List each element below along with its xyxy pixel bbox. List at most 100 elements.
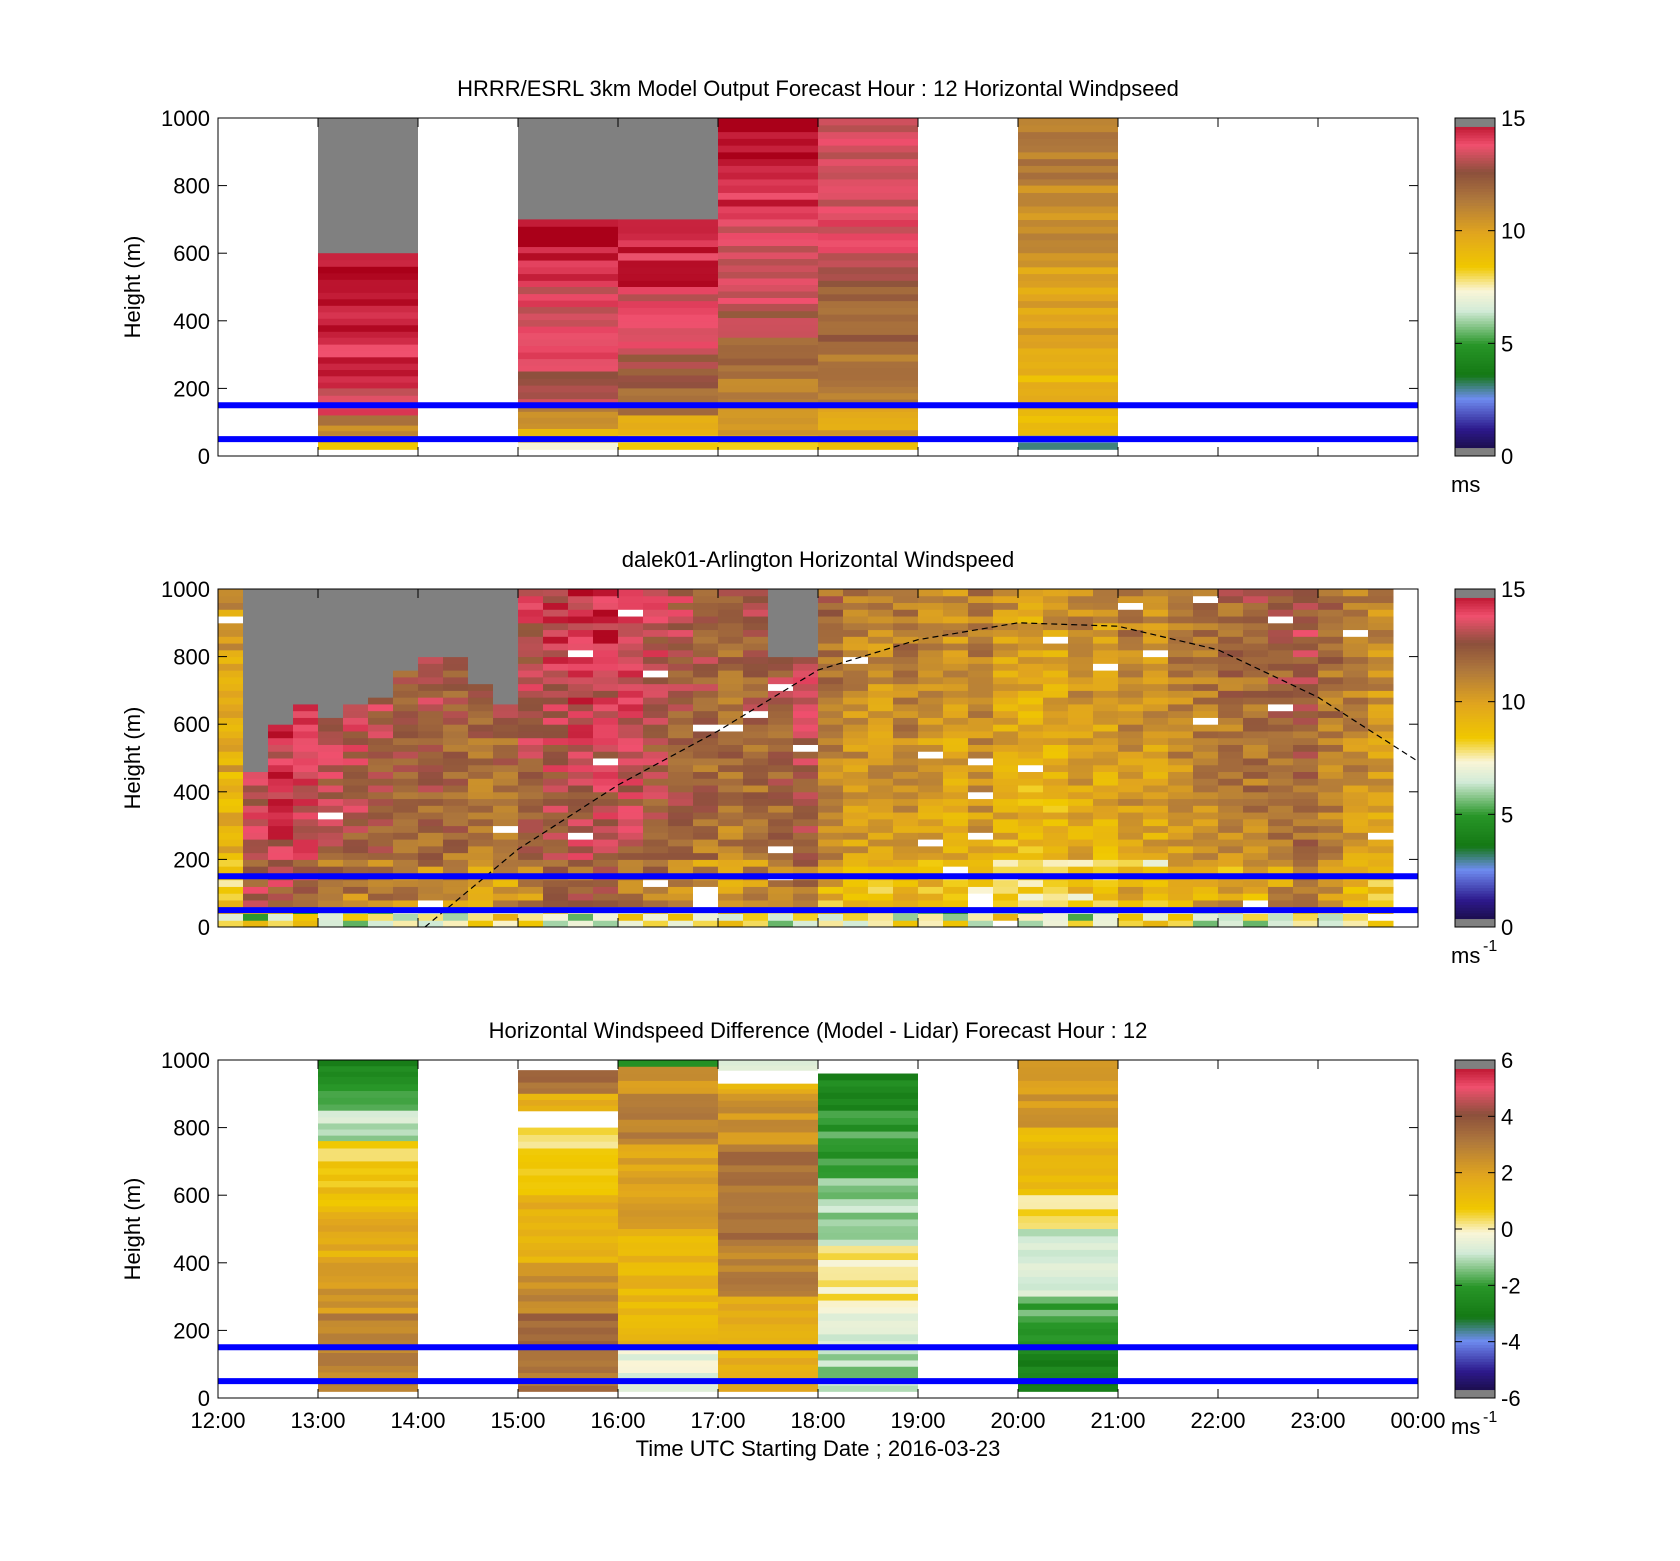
heatmap-cell bbox=[1143, 893, 1169, 901]
heatmap-cell bbox=[343, 791, 369, 800]
heatmap-cell bbox=[568, 859, 594, 867]
heatmap-cell bbox=[968, 913, 994, 921]
heatmap-cell bbox=[1068, 778, 1094, 786]
heatmap-cell bbox=[318, 324, 418, 332]
heatmap-cell bbox=[918, 683, 944, 691]
heatmap-cell bbox=[1018, 266, 1118, 275]
heatmap-cell bbox=[493, 724, 519, 732]
heatmap-cell bbox=[268, 683, 294, 691]
heatmap-cell bbox=[393, 818, 419, 827]
heatmap-cell bbox=[1168, 616, 1194, 624]
heatmap-cell bbox=[868, 602, 894, 610]
heatmap-cell bbox=[593, 751, 619, 759]
colorbar-swatch bbox=[1455, 631, 1495, 635]
heatmap-cell bbox=[418, 622, 444, 631]
heatmap-cell bbox=[293, 839, 319, 847]
colorbar-swatch bbox=[1455, 786, 1495, 790]
heatmap-cell bbox=[818, 690, 844, 698]
heatmap-cell bbox=[743, 737, 769, 745]
heatmap-cell bbox=[768, 622, 794, 631]
heatmap-cell bbox=[1043, 730, 1069, 739]
heatmap-cell bbox=[593, 737, 619, 745]
heatmap-cell bbox=[1293, 609, 1319, 617]
heatmap-cell bbox=[1318, 832, 1344, 840]
heatmap-cell bbox=[843, 798, 869, 806]
heatmap-cell bbox=[1093, 805, 1119, 813]
heatmap-cell bbox=[1318, 920, 1344, 928]
heatmap-cell bbox=[768, 886, 794, 894]
colorbar-swatch bbox=[1455, 673, 1495, 677]
heatmap-cell bbox=[543, 744, 569, 752]
colorbar-swatch bbox=[1455, 625, 1495, 629]
heatmap-cell bbox=[1343, 886, 1369, 894]
heatmap-cell bbox=[618, 1119, 718, 1127]
colorbar-swatch bbox=[1455, 1313, 1495, 1317]
heatmap-cell bbox=[393, 859, 419, 867]
heatmap-cell bbox=[1243, 805, 1269, 813]
heatmap-cell bbox=[843, 703, 869, 712]
heatmap-cell bbox=[243, 886, 269, 894]
heatmap-cell bbox=[268, 852, 294, 860]
heatmap-cell bbox=[1143, 791, 1169, 800]
colorbar-swatch bbox=[1455, 1203, 1495, 1207]
heatmap-cell bbox=[943, 622, 969, 631]
heatmap-cell bbox=[718, 238, 818, 246]
heatmap-cell bbox=[1218, 785, 1244, 793]
heatmap-cell bbox=[718, 192, 818, 200]
heatmap-cell bbox=[643, 758, 669, 766]
heatmap-cell bbox=[1368, 676, 1394, 685]
colorbar-swatch bbox=[1455, 881, 1495, 886]
lidar-profile bbox=[418, 589, 444, 928]
heatmap-cell bbox=[643, 717, 669, 725]
heatmap-cell bbox=[1018, 165, 1118, 173]
heatmap-cell bbox=[1093, 656, 1119, 664]
heatmap-cell bbox=[1268, 643, 1294, 651]
heatmap-cell bbox=[1318, 812, 1344, 820]
colorbar-swatch bbox=[1455, 1321, 1495, 1326]
heatmap-cell bbox=[443, 920, 469, 928]
heatmap-cell bbox=[918, 616, 944, 624]
colorbar-swatch bbox=[1455, 1074, 1495, 1078]
heatmap-cell bbox=[393, 913, 419, 921]
heatmap-cell bbox=[368, 717, 394, 725]
heatmap-cell bbox=[618, 595, 644, 604]
colorbar-swatch bbox=[1455, 329, 1495, 333]
heatmap-cell bbox=[393, 683, 419, 691]
heatmap-cell bbox=[368, 879, 394, 887]
heatmap-cell bbox=[518, 1076, 618, 1083]
heatmap-cell bbox=[793, 744, 819, 752]
heatmap-cell bbox=[743, 744, 769, 752]
heatmap-cell bbox=[793, 649, 819, 658]
heatmap-cell bbox=[793, 616, 819, 624]
heatmap-cell bbox=[1093, 778, 1119, 786]
heatmap-cell bbox=[1143, 778, 1169, 786]
heatmap-cell bbox=[518, 385, 618, 393]
heatmap-cell bbox=[1068, 866, 1094, 874]
heatmap-cell bbox=[868, 656, 894, 664]
heatmap-cell bbox=[318, 1339, 418, 1347]
heatmap-cell bbox=[768, 616, 794, 624]
heatmap-cell bbox=[718, 602, 744, 610]
heatmap-cell bbox=[1093, 737, 1119, 745]
heatmap-cell bbox=[518, 629, 544, 637]
colorbar-swatch bbox=[1455, 281, 1495, 285]
heatmap-cell bbox=[1143, 771, 1169, 779]
heatmap-cell bbox=[1193, 622, 1219, 631]
heatmap-cell bbox=[1043, 629, 1069, 637]
heatmap-cell bbox=[268, 893, 294, 901]
heatmap-cell bbox=[1168, 697, 1194, 705]
heatmap-cell bbox=[943, 778, 969, 786]
heatmap-cell bbox=[1343, 602, 1369, 610]
heatmap-cell bbox=[268, 710, 294, 718]
heatmap-cell bbox=[1018, 866, 1044, 874]
heatmap-cell bbox=[918, 629, 944, 637]
heatmap-cell bbox=[818, 219, 918, 227]
heatmap-cell bbox=[1168, 643, 1194, 651]
colorbar-swatch bbox=[1455, 1212, 1495, 1216]
heatmap-cell bbox=[568, 791, 594, 800]
heatmap-cell bbox=[493, 764, 519, 773]
heatmap-cell bbox=[1018, 920, 1044, 928]
lidar-profile bbox=[868, 589, 894, 928]
heatmap-cell bbox=[1293, 825, 1319, 833]
heatmap-cell bbox=[643, 643, 669, 651]
